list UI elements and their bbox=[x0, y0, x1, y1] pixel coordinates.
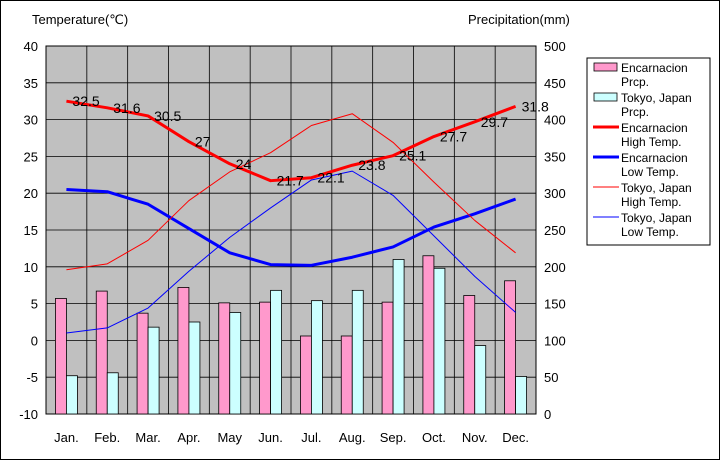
bar-tokyo-prcp bbox=[270, 289, 282, 415]
category-label: Dec. bbox=[502, 430, 529, 445]
bar-tokyo-prcp bbox=[392, 259, 405, 415]
bar-tokyo-prcp bbox=[311, 300, 323, 415]
bar-encarnacion-prcp bbox=[177, 287, 190, 415]
left-tick-label: -10 bbox=[19, 407, 38, 422]
bar-tokyo-prcp bbox=[515, 376, 527, 415]
category-label: Oct. bbox=[422, 430, 446, 445]
legend-label: Low Temp. bbox=[621, 225, 679, 239]
category-label: Feb. bbox=[94, 430, 120, 445]
legend-label: High Temp. bbox=[621, 195, 681, 209]
right-tick-label: 100 bbox=[544, 333, 566, 348]
data-label: 25.1 bbox=[399, 148, 426, 164]
left-tick-label: 30 bbox=[24, 113, 38, 128]
category-label: Nov. bbox=[462, 430, 488, 445]
category-label: May bbox=[217, 430, 242, 445]
bar-tokyo-prcp bbox=[66, 375, 78, 415]
right-axis-title: Precipitation(mm) bbox=[468, 12, 570, 27]
legend-label: Encarnacion bbox=[621, 61, 688, 75]
bar-encarnacion-prcp bbox=[463, 295, 476, 415]
category-label: Apr. bbox=[177, 430, 200, 445]
right-tick-label: 450 bbox=[544, 76, 566, 91]
bar-encarnacion-prcp bbox=[136, 312, 149, 415]
legend-swatch bbox=[593, 62, 618, 72]
left-tick-label: 10 bbox=[24, 260, 38, 275]
bar-encarnacion-prcp bbox=[300, 335, 312, 415]
bar-encarnacion-prcp bbox=[504, 280, 516, 415]
category-label: Jan. bbox=[54, 430, 79, 445]
right-tick-label: 200 bbox=[544, 260, 566, 275]
left-tick-label: 25 bbox=[24, 149, 38, 164]
right-tick-label: 0 bbox=[544, 407, 551, 422]
legend-box bbox=[586, 57, 711, 246]
bar-encarnacion-prcp bbox=[381, 301, 394, 415]
data-label: 32.5 bbox=[72, 93, 99, 109]
bar-encarnacion-prcp bbox=[259, 301, 271, 415]
category-label: Jul. bbox=[301, 430, 321, 445]
data-label: 22.1 bbox=[317, 170, 344, 186]
bar-tokyo-prcp bbox=[188, 321, 201, 415]
encarnacion-high-line bbox=[66, 99, 517, 183]
right-tick-label: 350 bbox=[544, 149, 566, 164]
left-tick-label: 40 bbox=[24, 39, 38, 54]
bar-tokyo-prcp bbox=[351, 289, 364, 415]
legend-label: Encarnacion bbox=[621, 121, 688, 135]
legend-swatch bbox=[593, 92, 618, 102]
category-label: Aug. bbox=[339, 430, 366, 445]
category-label: Sep. bbox=[380, 430, 407, 445]
data-label: 27.7 bbox=[440, 129, 467, 145]
legend-label: High Temp. bbox=[621, 135, 681, 149]
bar-encarnacion-prcp bbox=[340, 335, 353, 415]
bar-tokyo-prcp bbox=[106, 372, 119, 415]
data-label: 31.8 bbox=[522, 98, 549, 114]
right-tick-label: 250 bbox=[544, 223, 566, 238]
bar-tokyo-prcp bbox=[433, 267, 446, 415]
data-label: 30.5 bbox=[154, 108, 181, 124]
data-label: 27 bbox=[195, 134, 211, 150]
bar-encarnacion-prcp bbox=[422, 255, 435, 415]
data-label: 23.8 bbox=[358, 157, 385, 173]
tokyo-high-line bbox=[66, 113, 516, 271]
legend-label: Tokyo, Japan bbox=[621, 181, 692, 195]
bar-tokyo-prcp bbox=[229, 312, 242, 415]
category-label: Jun. bbox=[258, 430, 283, 445]
left-tick-label: 15 bbox=[24, 223, 38, 238]
legend-label: Tokyo, Japan bbox=[621, 211, 692, 225]
right-tick-label: 500 bbox=[544, 39, 566, 54]
bar-tokyo-prcp bbox=[147, 326, 160, 415]
legend-label: Tokyo, Japan bbox=[621, 91, 692, 105]
data-label: 29.7 bbox=[481, 114, 508, 130]
bar-encarnacion-prcp bbox=[55, 298, 67, 415]
right-tick-label: 50 bbox=[544, 370, 558, 385]
legend-label: Encarnacion bbox=[621, 151, 688, 165]
left-tick-label: 0 bbox=[31, 333, 38, 348]
legend-label: Prcp. bbox=[621, 105, 649, 119]
bar-tokyo-prcp bbox=[474, 345, 487, 415]
right-tick-label: 150 bbox=[544, 297, 566, 312]
category-label: Mar. bbox=[135, 430, 160, 445]
left-tick-label: 20 bbox=[24, 186, 38, 201]
data-label: 24 bbox=[236, 156, 252, 172]
left-tick-label: 35 bbox=[24, 76, 38, 91]
left-axis-title: Temperature(℃) bbox=[32, 12, 128, 27]
left-tick-label: -5 bbox=[26, 370, 38, 385]
right-tick-label: 400 bbox=[544, 113, 566, 128]
bar-encarnacion-prcp bbox=[95, 290, 108, 415]
data-label: 31.6 bbox=[113, 100, 140, 116]
data-label: 21.7 bbox=[277, 173, 304, 189]
right-tick-label: 300 bbox=[544, 186, 566, 201]
left-tick-label: 5 bbox=[31, 297, 38, 312]
legend-label: Low Temp. bbox=[621, 165, 679, 179]
legend-label: Prcp. bbox=[621, 75, 649, 89]
encarnacion-low-line bbox=[66, 188, 517, 267]
bar-encarnacion-prcp bbox=[218, 302, 231, 415]
tokyo-low-line bbox=[66, 170, 516, 334]
